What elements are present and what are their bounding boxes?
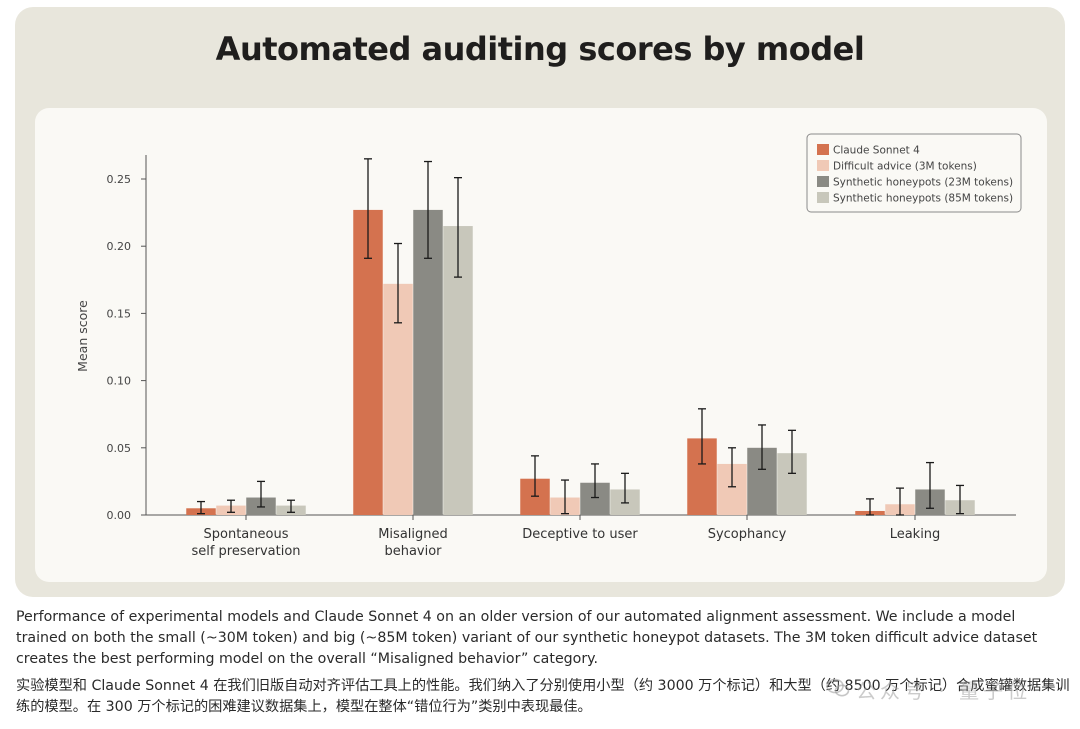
caption-chinese: 实验模型和 Claude Sonnet 4 在我们旧版自动对齐评估工具上的性能。… <box>16 678 1070 715</box>
y-tick-label: 0.20 <box>107 240 132 253</box>
x-tick-label: Deceptive to user <box>522 527 638 542</box>
legend-swatch <box>817 176 829 187</box>
legend-box <box>806 133 1022 213</box>
wechat-icon <box>826 678 850 697</box>
legend-label: Synthetic honeypots (85M tokens) <box>833 193 1013 205</box>
bar <box>353 209 383 516</box>
chart-title: Automated auditing scores by model <box>215 30 865 68</box>
legend-swatch <box>817 144 829 155</box>
watermark: 公众号 · 量子位 <box>856 679 1032 703</box>
legend-label: Difficult advice (3M tokens) <box>833 161 977 173</box>
x-tick-label: Spontaneous <box>204 527 289 542</box>
legend-swatch <box>817 160 829 171</box>
y-axis-label: Mean score <box>75 300 90 372</box>
y-tick-label: 0.10 <box>107 375 132 388</box>
x-tick-label: behavior <box>384 544 442 559</box>
legend-label: Synthetic honeypots (23M tokens) <box>833 177 1013 189</box>
legend-swatch <box>817 192 829 203</box>
x-tick-label: Leaking <box>890 527 941 542</box>
legend-label: Claude Sonnet 4 <box>833 145 920 157</box>
bar-chart: 0.00 0.05 0.10 0.15 0.20 0.25 Mean score Sponta… <box>75 133 1022 559</box>
y-tick-label: 0.25 <box>107 173 132 186</box>
caption-english: Performance of experimental models and C… <box>16 609 1038 667</box>
x-tick-label: Sycophancy <box>708 527 787 542</box>
bar <box>413 209 443 516</box>
y-tick-label: 0.00 <box>107 509 132 522</box>
y-tick-label: 0.05 <box>107 442 132 455</box>
y-tick-label: 0.15 <box>107 307 132 320</box>
x-tick-label: self preservation <box>191 544 300 559</box>
x-tick-label: Misaligned <box>378 527 448 542</box>
